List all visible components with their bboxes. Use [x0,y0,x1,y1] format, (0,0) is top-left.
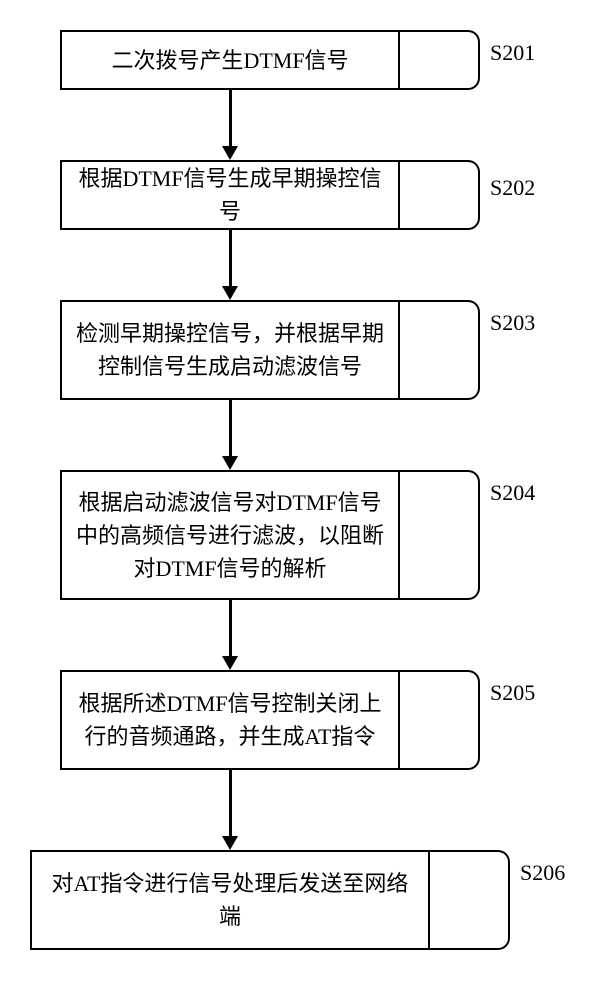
arrow-line [229,770,232,836]
step-label-s206: S206 [520,860,565,886]
arrow-line [229,230,232,286]
step-box-s202: 根据DTMF信号生成早期操控信号 [60,160,400,230]
bracket-s206 [430,850,510,950]
arrow-line [229,600,232,656]
bracket-s202 [400,160,480,230]
arrow-head-icon [222,836,238,850]
step-label-s204: S204 [490,480,535,506]
arrow-head-icon [222,286,238,300]
step-box-s204: 根据启动滤波信号对DTMF信号中的高频信号进行滤波，以阻断对DTMF信号的解析 [60,470,400,600]
arrow-line [229,90,232,146]
step-text: 根据DTMF信号生成早期操控信号 [74,162,386,228]
step-box-s205: 根据所述DTMF信号控制关闭上行的音频通路，并生成AT指令 [60,670,400,770]
flowchart-container: 二次拨号产生DTMF信号 S201 根据DTMF信号生成早期操控信号 S202 … [0,0,612,1000]
arrow-head-icon [222,456,238,470]
bracket-s201 [400,30,480,90]
step-text: 根据启动滤波信号对DTMF信号中的高频信号进行滤波，以阻断对DTMF信号的解析 [74,486,386,585]
step-box-s201: 二次拨号产生DTMF信号 [60,30,400,90]
step-label-s205: S205 [490,680,535,706]
step-text: 对AT指令进行信号处理后发送至网络端 [44,867,416,933]
arrow-head-icon [222,656,238,670]
step-box-s206: 对AT指令进行信号处理后发送至网络端 [30,850,430,950]
step-label-s202: S202 [490,175,535,201]
step-label-s201: S201 [490,40,535,66]
step-text: 根据所述DTMF信号控制关闭上行的音频通路，并生成AT指令 [74,687,386,753]
bracket-s205 [400,670,480,770]
arrow-line [229,400,232,456]
bracket-s203 [400,300,480,400]
step-box-s203: 检测早期操控信号，并根据早期控制信号生成启动滤波信号 [60,300,400,400]
step-text: 二次拨号产生DTMF信号 [111,44,348,77]
arrow-head-icon [222,146,238,160]
bracket-s204 [400,470,480,600]
step-text: 检测早期操控信号，并根据早期控制信号生成启动滤波信号 [74,317,386,383]
step-label-s203: S203 [490,310,535,336]
